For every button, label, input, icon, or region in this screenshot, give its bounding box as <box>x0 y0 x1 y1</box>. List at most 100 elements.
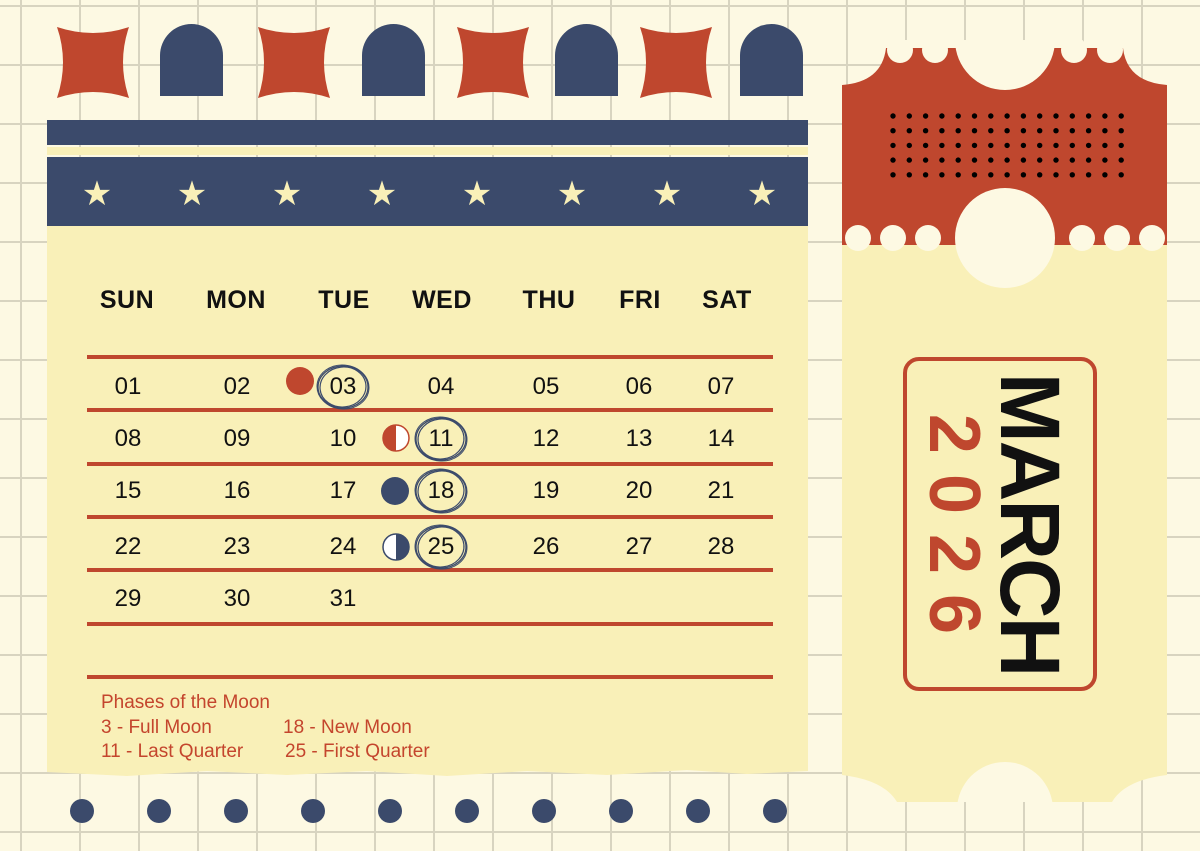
perforation-dot <box>1069 142 1075 149</box>
legend-full-moon: 3 - Full Moon <box>101 717 212 738</box>
perforation-dot <box>1085 128 1092 134</box>
perforation-dot <box>1020 142 1027 149</box>
perforation-dot <box>988 157 994 163</box>
last-quarter-icon <box>382 424 410 452</box>
perforation-dot <box>1004 113 1010 119</box>
perforation-dot <box>1069 172 1075 178</box>
perforation-dot <box>955 128 961 134</box>
day-cell: 30 <box>223 585 251 612</box>
perforation-dot <box>906 128 912 134</box>
divider <box>87 515 773 519</box>
red-shape <box>57 27 129 98</box>
circled-day-marker <box>316 364 370 410</box>
day-cell: 26 <box>532 533 560 560</box>
perforation-dot <box>955 113 961 119</box>
weekday-wed: WED <box>412 286 472 314</box>
perforation-dot <box>1020 157 1027 163</box>
navy-arch <box>160 24 223 96</box>
perforation-dot <box>890 128 896 134</box>
perforation-dot <box>1085 172 1092 178</box>
dot <box>301 799 325 823</box>
perforation-dot <box>955 157 961 163</box>
dot <box>378 799 402 823</box>
navy-arch <box>362 24 425 96</box>
perforation-dot <box>922 157 929 163</box>
legend-last-quarter: 11 - Last Quarter <box>101 741 244 762</box>
circled-day-marker <box>414 468 468 514</box>
day-cell: 27 <box>625 533 653 560</box>
weekday-mon: MON <box>206 286 266 314</box>
perforation-dot <box>971 113 978 119</box>
red-shape <box>457 27 529 98</box>
month-frame <box>903 357 1097 691</box>
day-cell: 14 <box>707 425 735 452</box>
month-label: MARCH <box>982 372 1077 676</box>
perforation-dot <box>1053 157 1059 163</box>
perforation-dot <box>971 172 978 178</box>
perforation-dot <box>939 157 945 163</box>
day-cell: 25 <box>427 533 455 560</box>
day-cell: 21 <box>707 477 735 504</box>
dot <box>532 799 556 823</box>
weekday-thu: THU <box>522 286 576 314</box>
star-icon: ★ <box>746 175 778 213</box>
day-cell: 01 <box>114 373 142 400</box>
divider <box>87 355 773 359</box>
day-cell: 05 <box>532 373 560 400</box>
day-cell: 19 <box>532 477 560 504</box>
weekday-sat: SAT <box>702 286 752 314</box>
perforation-dot <box>922 113 929 119</box>
ticket <box>842 40 1167 802</box>
year-label: 2026 <box>914 413 995 655</box>
perforation-dot <box>922 172 929 178</box>
perforation-dot <box>890 142 896 149</box>
perforation-dot <box>1053 128 1059 134</box>
circled-day-marker <box>414 524 468 570</box>
perforation-dot <box>1102 157 1108 163</box>
day-cell: 03 <box>329 373 357 400</box>
perforation-dot <box>955 142 961 149</box>
perforation-dot <box>955 172 961 178</box>
day-cell: 13 <box>625 425 653 452</box>
perforation-dot <box>1037 113 1043 119</box>
weekday-sun: SUN <box>99 286 155 314</box>
day-cell: 11 <box>428 425 454 452</box>
day-cell: 24 <box>329 533 357 560</box>
header-stripe <box>47 147 808 155</box>
perforation-dot <box>939 113 945 119</box>
perforation-dot <box>1004 142 1010 149</box>
perforation-dot <box>1102 142 1108 149</box>
red-shape <box>640 27 712 98</box>
perforation-dot <box>890 172 896 178</box>
dot <box>609 799 633 823</box>
full-moon-icon <box>286 367 314 395</box>
perforation-dot <box>988 172 994 178</box>
day-cell: 17 <box>329 477 357 504</box>
day-cell: 23 <box>223 533 251 560</box>
red-shape <box>258 27 330 98</box>
perforation-dot <box>890 157 896 163</box>
star-icon: ★ <box>271 175 303 213</box>
perforation-dot <box>1118 128 1124 134</box>
navy-arch <box>740 24 803 96</box>
star-icon: ★ <box>176 175 208 213</box>
weekday-fri: FRI <box>619 286 661 314</box>
calendar-paper <box>47 226 808 776</box>
perforation-dot <box>971 157 978 163</box>
perforation-dot <box>906 113 912 119</box>
perforation-dot <box>1004 157 1010 163</box>
day-cell: 09 <box>223 425 251 452</box>
perforation-dot <box>1085 157 1092 163</box>
perforation-dot <box>1118 113 1124 119</box>
new-moon-icon <box>381 477 409 505</box>
perforation-dot <box>971 142 978 149</box>
legend-new-moon: 18 - New Moon <box>283 717 412 738</box>
dot <box>147 799 171 823</box>
navy-arch <box>555 24 618 96</box>
header-bar <box>47 120 808 145</box>
perforation-dot <box>906 172 912 178</box>
perforation-dot <box>1102 128 1108 134</box>
weekday-tue: TUE <box>318 286 370 314</box>
star-band <box>47 157 808 226</box>
dot <box>70 799 94 823</box>
